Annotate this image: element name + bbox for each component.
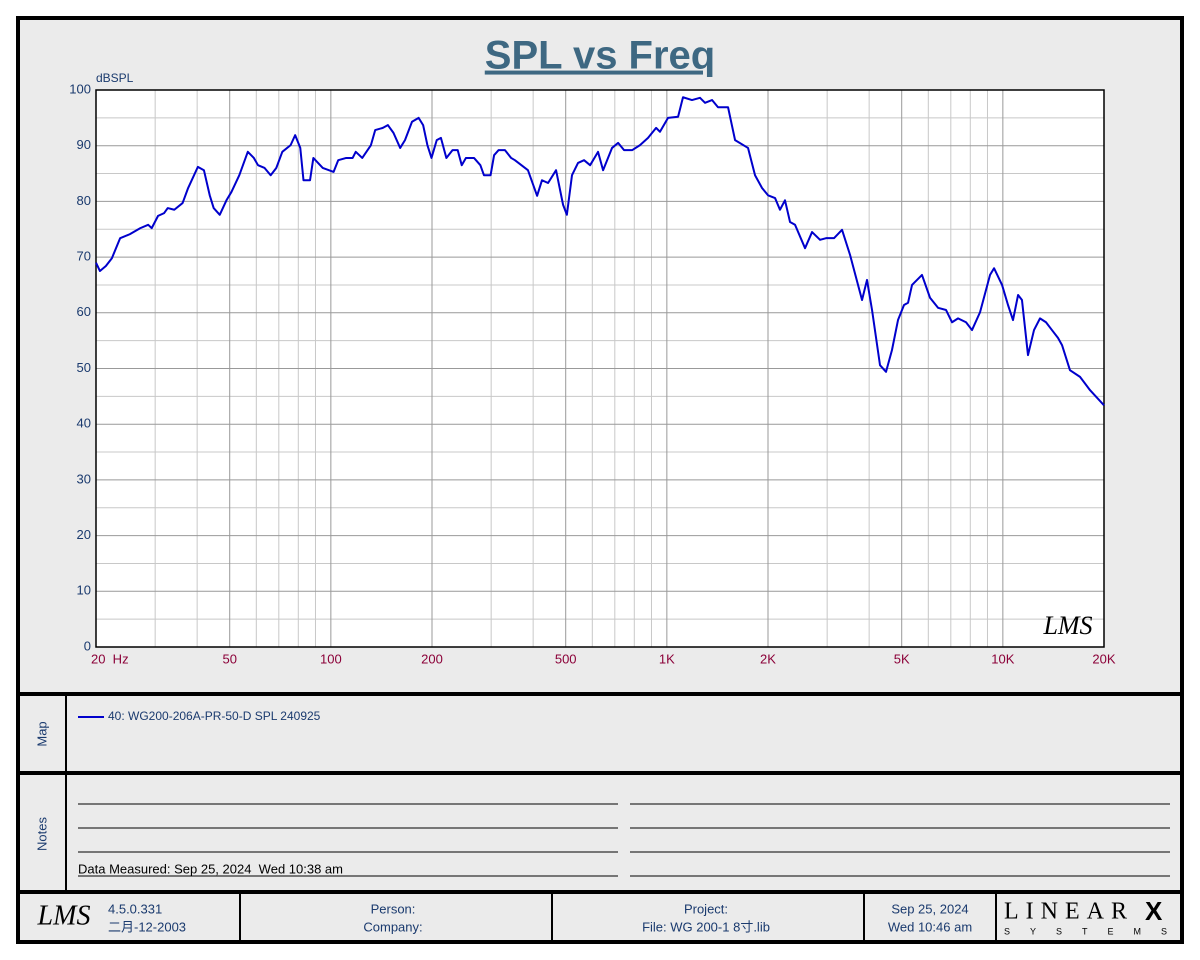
x-tick-label: 50 bbox=[222, 651, 236, 666]
map-label: Map bbox=[34, 721, 49, 746]
x-tick-label: 10K bbox=[991, 651, 1014, 666]
time: Wed 10:46 am bbox=[888, 919, 972, 934]
version: 4.5.0.331 bbox=[108, 901, 162, 916]
y-tick-label: 20 bbox=[77, 527, 91, 542]
chart-title: SPL vs Freq bbox=[485, 34, 715, 78]
series-line bbox=[95, 96, 1105, 406]
y-tick-label: 40 bbox=[77, 416, 91, 431]
y-tick-label: 100 bbox=[69, 81, 91, 96]
y-tick-label: 60 bbox=[77, 304, 91, 319]
y-axis-label: dBSPL bbox=[96, 71, 134, 85]
watermark: LMS bbox=[1042, 611, 1092, 640]
y-tick-label: 30 bbox=[77, 471, 91, 486]
plot-border bbox=[95, 89, 1105, 648]
x-tick-label: 500 bbox=[555, 651, 577, 666]
file: File: WG 200-1 8寸.lib bbox=[642, 919, 770, 934]
x-tick-label: 20 Hz bbox=[91, 651, 129, 666]
person: Person: bbox=[371, 901, 416, 916]
y-tick-label: 10 bbox=[77, 583, 91, 598]
legend-label: 40: WG200-206A-PR-50-D SPL 240925 bbox=[108, 709, 321, 723]
panel-borders bbox=[16, 16, 1184, 944]
footer-logo: LMS bbox=[37, 900, 91, 931]
y-tick-label: 90 bbox=[77, 137, 91, 152]
x-tick-label: 1K bbox=[659, 651, 675, 666]
x-tick-label: 200 bbox=[421, 651, 443, 666]
y-tick-label: 0 bbox=[84, 638, 91, 653]
x-tick-label: 20K bbox=[1092, 651, 1115, 666]
build-date: 二月-12-2003 bbox=[108, 919, 186, 934]
notes-measured: Data Measured: Sep 25, 2024 Wed 10:38 am bbox=[78, 861, 343, 876]
x-tick-label: 100 bbox=[320, 651, 342, 666]
x-tick-label: 5K bbox=[894, 651, 910, 666]
notes-label: Notes bbox=[34, 817, 49, 851]
y-tick-label: 70 bbox=[77, 249, 91, 264]
y-tick-label: 80 bbox=[77, 193, 91, 208]
x-tick-label: 2K bbox=[760, 651, 776, 666]
y-tick-label: 50 bbox=[77, 360, 91, 375]
project: Project: bbox=[684, 901, 728, 916]
note-lines bbox=[78, 803, 1170, 877]
date: Sep 25, 2024 bbox=[891, 901, 968, 916]
brand: LINEAR bbox=[1004, 899, 1134, 925]
brand-x: X bbox=[1145, 896, 1163, 926]
company: Company: bbox=[363, 919, 422, 934]
systems: SYSTEMS bbox=[1004, 926, 1187, 936]
